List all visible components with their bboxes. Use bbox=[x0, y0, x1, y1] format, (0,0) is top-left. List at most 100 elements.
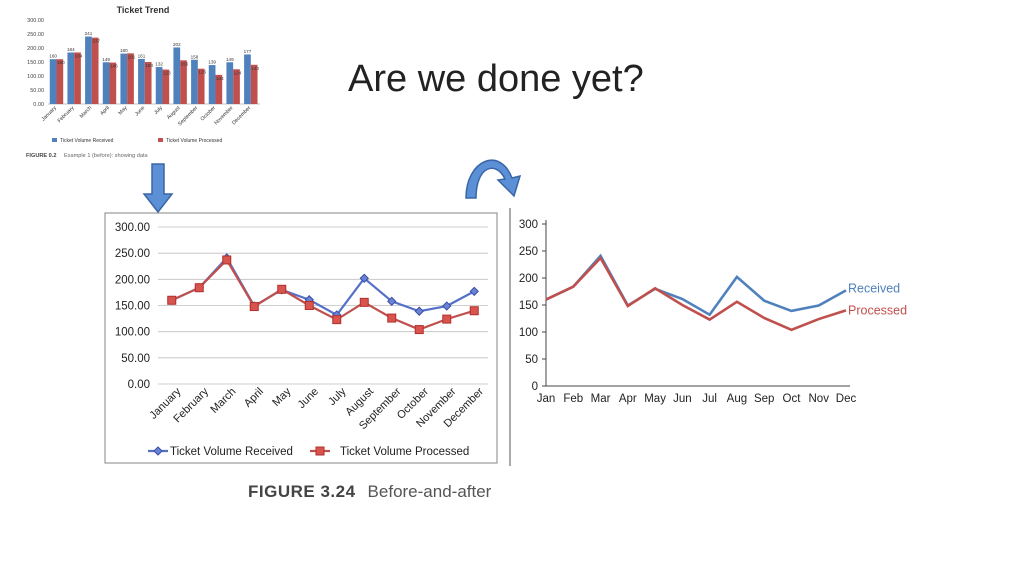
x-tick-label: May bbox=[117, 105, 128, 116]
data-label: 146 bbox=[110, 64, 118, 69]
chart-frame bbox=[104, 212, 498, 464]
x-tick-label: July bbox=[153, 105, 164, 116]
series-line-received bbox=[545, 253, 847, 317]
legend-marker-processed bbox=[315, 446, 325, 456]
bar-processed bbox=[144, 62, 152, 104]
data-label: 184 bbox=[67, 47, 75, 52]
y-tick-label: 250.00 bbox=[27, 32, 44, 38]
figure-text: Before-and-after bbox=[367, 482, 492, 501]
x-tick-label: Sep bbox=[754, 393, 774, 405]
x-tick-label: Aug bbox=[727, 393, 747, 405]
y-tick-label: 0.00 bbox=[128, 379, 150, 391]
x-tick-label: Jun bbox=[673, 393, 692, 405]
legend-marker-received bbox=[153, 446, 163, 456]
bar-received bbox=[49, 59, 57, 104]
marker-processed bbox=[194, 283, 204, 293]
figure-label: FIGURE 3.24 bbox=[248, 482, 356, 501]
slide-title: Are we done yet? bbox=[348, 58, 644, 100]
after-line-chart: 0 50 100 150 200 250 300 Jan Feb Mar Apr May Jun Jul A… bbox=[509, 208, 907, 466]
bar-received bbox=[120, 53, 128, 104]
legend-label: Ticket Volume Received bbox=[170, 446, 293, 458]
x-tick-label: Oct bbox=[783, 393, 802, 405]
bar-received bbox=[226, 62, 234, 104]
legend-swatch-processed bbox=[158, 138, 163, 142]
marker-processed bbox=[387, 313, 397, 323]
bar-received bbox=[244, 54, 251, 104]
y-tick-label: 100.00 bbox=[27, 74, 44, 80]
bar-processed bbox=[162, 69, 170, 104]
y-tick-label: 300.00 bbox=[115, 222, 150, 234]
bar-processed bbox=[250, 64, 258, 104]
marker-processed bbox=[277, 284, 287, 294]
marker-received bbox=[387, 296, 397, 307]
bar-processed bbox=[233, 69, 240, 104]
bar-received bbox=[155, 67, 163, 104]
marker-processed bbox=[359, 297, 369, 307]
marker-processed bbox=[332, 315, 342, 325]
y-tick-label: 50.00 bbox=[30, 88, 44, 94]
x-tick-label: Nov bbox=[809, 393, 830, 405]
data-label: 184 bbox=[75, 53, 83, 58]
chart-title: Ticket Trend bbox=[117, 5, 170, 15]
x-tick-label: February bbox=[57, 105, 76, 124]
bar-received bbox=[102, 62, 110, 104]
y-tick-label: 0.00 bbox=[33, 102, 44, 108]
marker-received bbox=[414, 306, 424, 316]
y-tick-label: 50 bbox=[525, 354, 538, 366]
data-label: 160 bbox=[57, 60, 65, 65]
x-tick-label: December bbox=[231, 105, 252, 126]
y-tick-label: 100.00 bbox=[115, 327, 150, 339]
data-label: 180 bbox=[120, 48, 128, 53]
data-label: 160 bbox=[49, 54, 57, 59]
x-tick-label: Feb bbox=[563, 393, 583, 405]
series-line-processed bbox=[545, 255, 847, 332]
x-tick-label: April bbox=[99, 105, 111, 117]
marker-processed bbox=[442, 314, 452, 324]
before-line-chart: 0.0050.00100.00150.00200.00250.00300.00J… bbox=[104, 212, 498, 464]
bar-processed bbox=[180, 60, 187, 104]
y-tick-label: 200.00 bbox=[115, 274, 150, 286]
data-label: 158 bbox=[191, 54, 199, 59]
curved-arrow-icon bbox=[465, 159, 522, 199]
bar-processed bbox=[109, 62, 117, 104]
before-bar-chart: Ticket Trend 0.00 50.00 100.00 150.00 200.00 2… bbox=[26, 5, 260, 159]
series-line-received bbox=[171, 256, 475, 317]
y-tick-label: 150.00 bbox=[27, 60, 44, 66]
bar-processed bbox=[215, 74, 223, 104]
bar-processed bbox=[197, 68, 205, 104]
legend-label: Ticket Volume Received bbox=[60, 138, 114, 144]
x-tick-label: Mar bbox=[591, 393, 611, 405]
marker-received bbox=[469, 286, 479, 297]
y-tick-label: 200.00 bbox=[27, 46, 44, 52]
x-tick-label: June bbox=[134, 105, 146, 117]
data-label: 140 bbox=[251, 66, 259, 71]
data-label: 202 bbox=[173, 42, 181, 47]
data-label: 126 bbox=[198, 70, 206, 75]
marker-processed bbox=[222, 255, 232, 265]
x-tick-label: May bbox=[644, 393, 666, 405]
direct-label-processed: Processed bbox=[848, 303, 907, 317]
x-tick-label: Dec bbox=[836, 393, 857, 405]
data-label: 156 bbox=[181, 61, 189, 66]
y-tick-label: 250.00 bbox=[115, 248, 150, 260]
data-label: 123 bbox=[163, 71, 171, 76]
bar-received bbox=[85, 36, 92, 104]
marker-processed bbox=[304, 301, 314, 310]
x-tick-label: Apr bbox=[619, 393, 637, 405]
data-label: 150 bbox=[145, 63, 153, 68]
marker-received bbox=[359, 273, 369, 283]
y-tick-label: 250 bbox=[519, 246, 538, 258]
figure-caption: FIGURE 3.24 Before-and-after bbox=[248, 482, 491, 502]
bar-received bbox=[173, 47, 181, 104]
data-label: 139 bbox=[208, 60, 216, 65]
marker-processed bbox=[167, 295, 177, 305]
y-tick-label: 300.00 bbox=[27, 18, 44, 24]
bar-received bbox=[67, 52, 75, 104]
y-tick-label: 0 bbox=[532, 381, 538, 393]
marker-received bbox=[442, 301, 452, 311]
legend-label: Ticket Volume Processed bbox=[166, 138, 222, 144]
y-tick-label: 200 bbox=[519, 273, 538, 285]
marker-processed bbox=[414, 325, 424, 335]
data-label: 181 bbox=[128, 54, 136, 59]
data-label: 149 bbox=[102, 57, 110, 62]
